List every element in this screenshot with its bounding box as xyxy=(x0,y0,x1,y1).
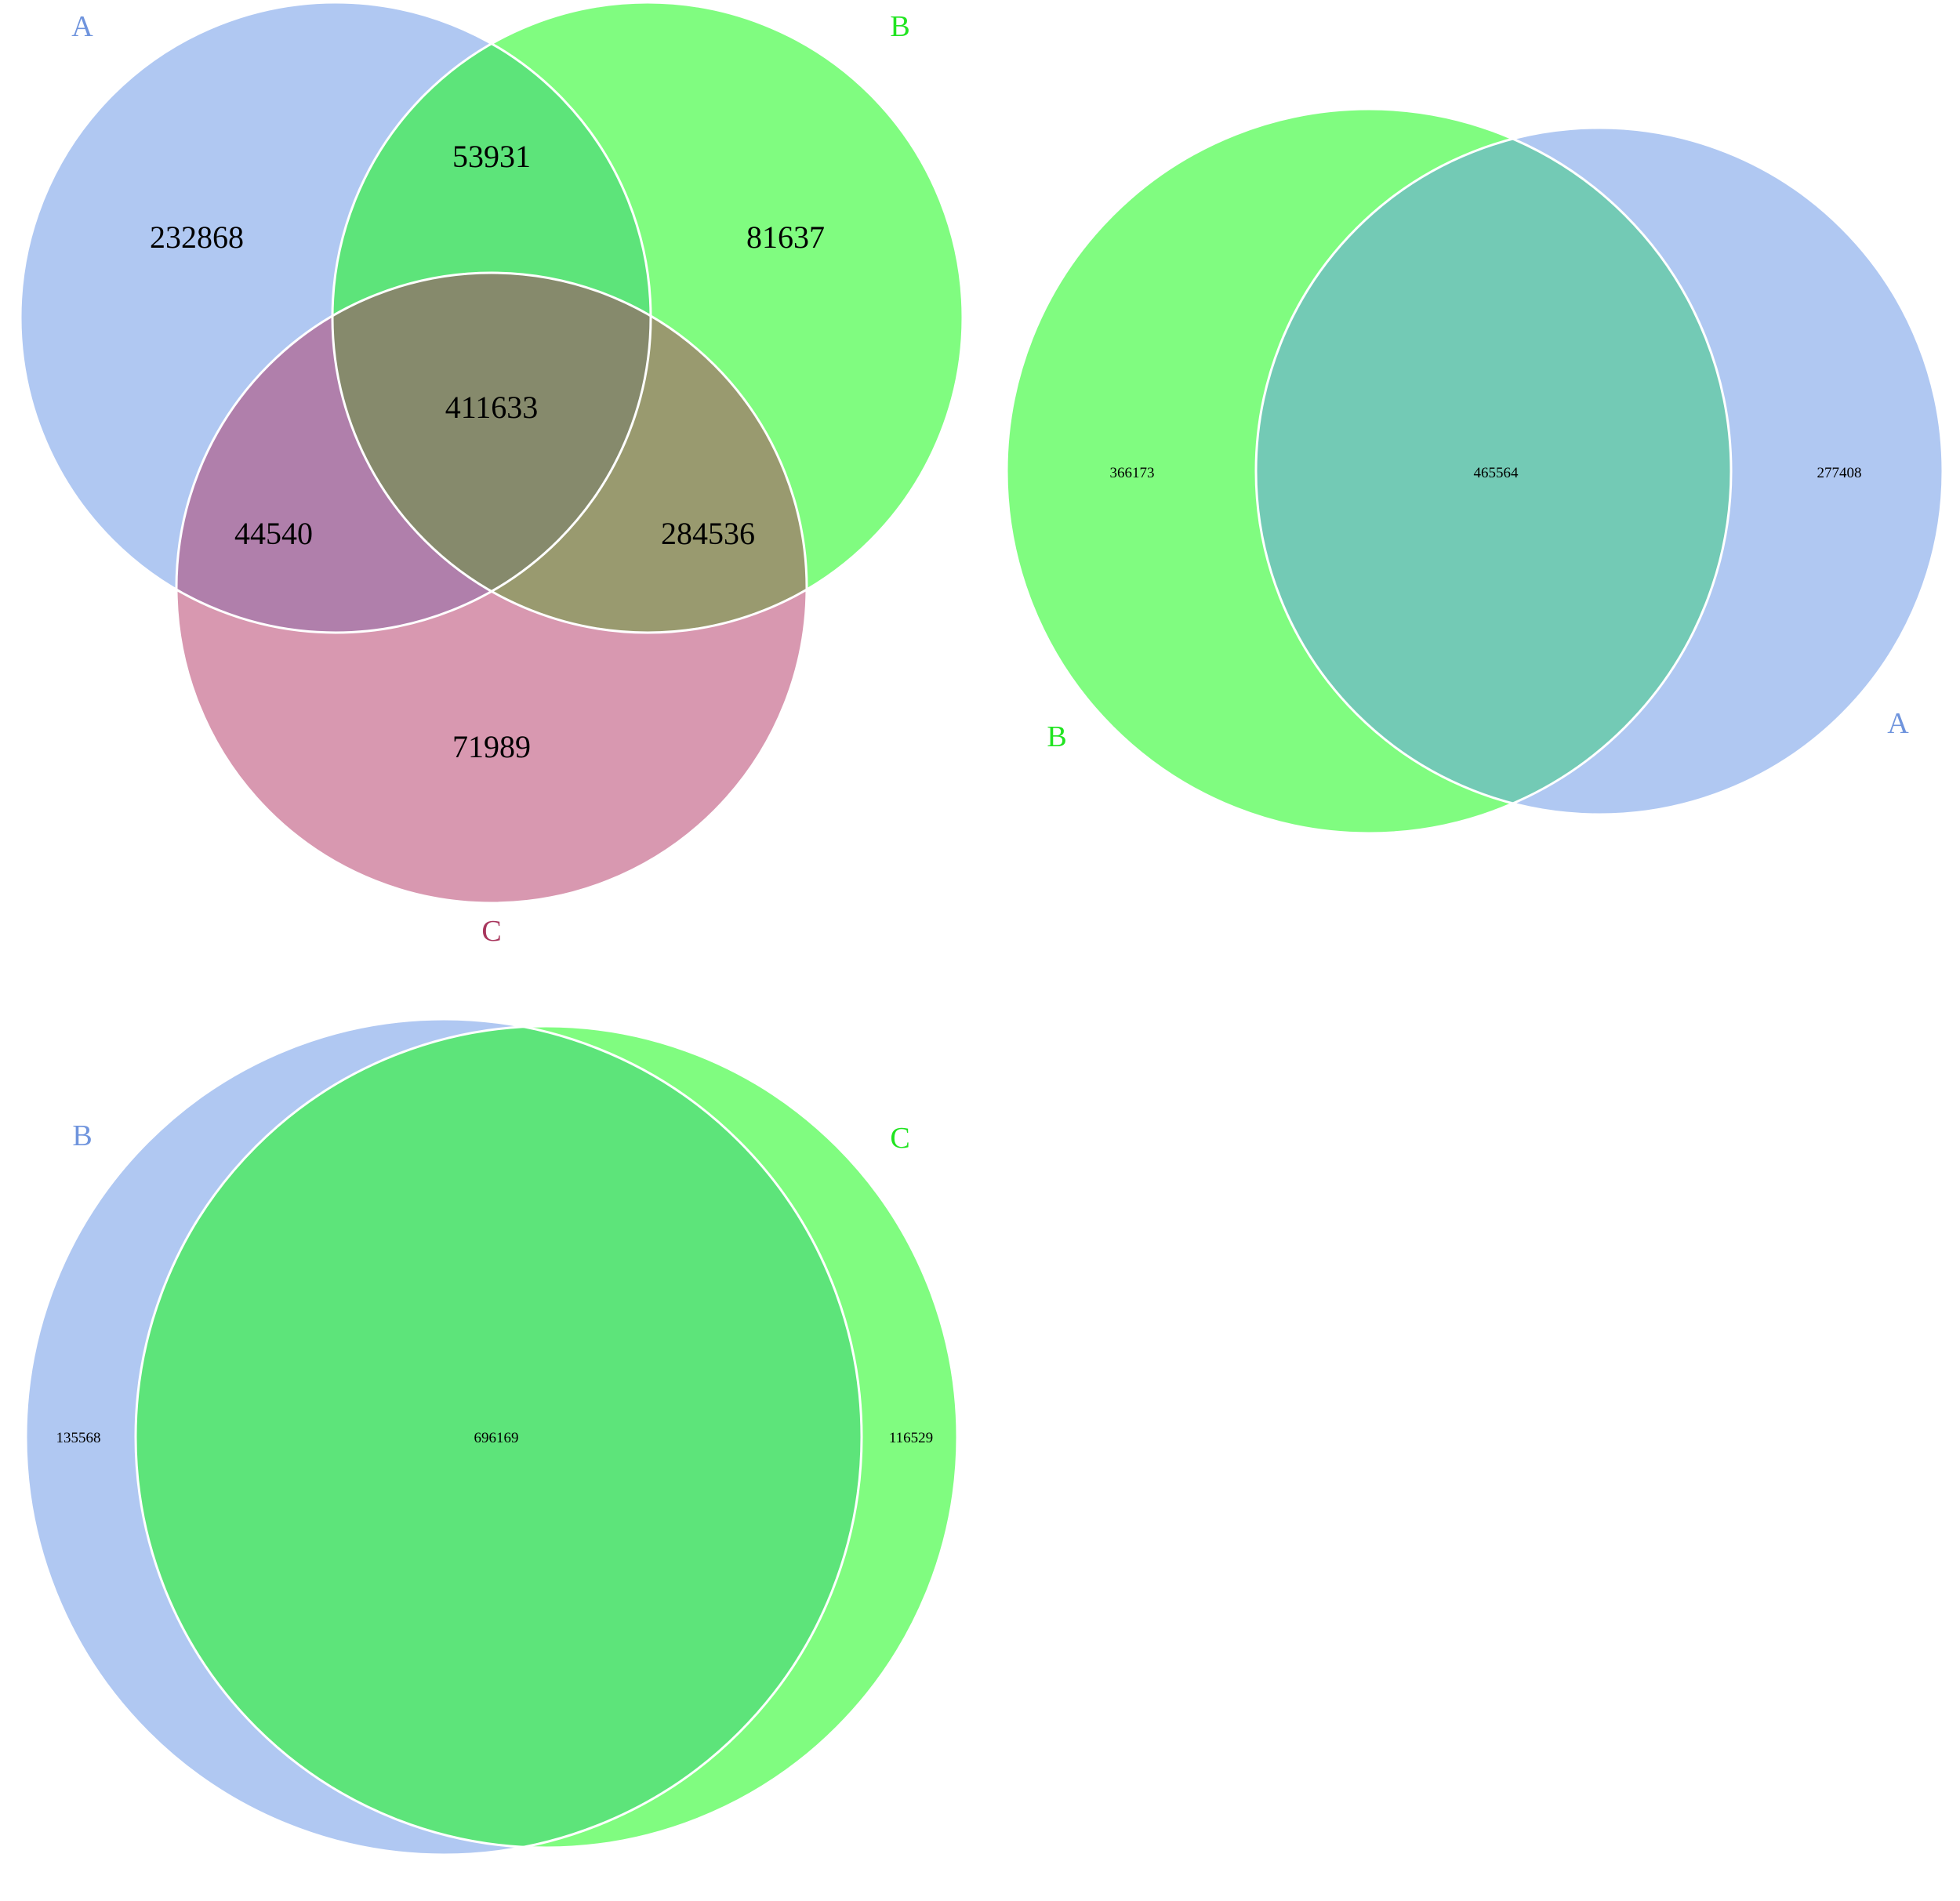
count-a-b-c: 411633 xyxy=(445,390,539,425)
overlap-b-c-region xyxy=(136,1026,862,1848)
count-b-only: 81637 xyxy=(746,219,825,255)
count-b-only: 135568 xyxy=(56,1430,101,1446)
set-b-outline xyxy=(1005,107,1733,835)
three-set-venn: A B C 232868 53931 81637 411633 44540 28… xyxy=(19,1,964,948)
overlap-a-b-region xyxy=(1256,128,1731,814)
count-a-b: 465564 xyxy=(1474,465,1519,481)
count-a-only: 232868 xyxy=(150,219,244,255)
count-b-only: 366173 xyxy=(1110,465,1155,481)
set-c-label: C xyxy=(890,1122,909,1155)
count-a-only: 277408 xyxy=(1817,465,1862,481)
two-set-venn-b-c: B C 135568 696169 116529 xyxy=(24,1018,959,1856)
count-c-only: 116529 xyxy=(889,1430,933,1446)
count-c-only: 71989 xyxy=(452,729,531,764)
set-a-label: A xyxy=(71,10,93,43)
two-set-venn-b-a: B A 366173 465564 277408 xyxy=(1005,107,1944,835)
set-b-outline xyxy=(24,1018,863,1856)
set-c-outline xyxy=(175,271,808,905)
count-b-c: 696169 xyxy=(474,1430,519,1446)
count-a-b: 53931 xyxy=(452,139,531,174)
set-b-label: B xyxy=(72,1119,92,1152)
count-b-c: 284536 xyxy=(661,516,755,551)
set-c-outline xyxy=(134,1025,959,1849)
set-a-outline xyxy=(1254,126,1944,816)
set-b-label: B xyxy=(1047,720,1066,753)
set-b-outline xyxy=(331,1,964,634)
count-a-c: 44540 xyxy=(234,516,313,551)
set-a-label: A xyxy=(1887,707,1909,740)
set-c-label: C xyxy=(481,915,501,948)
set-a-outline xyxy=(19,1,652,634)
set-b-label: B xyxy=(890,10,909,43)
